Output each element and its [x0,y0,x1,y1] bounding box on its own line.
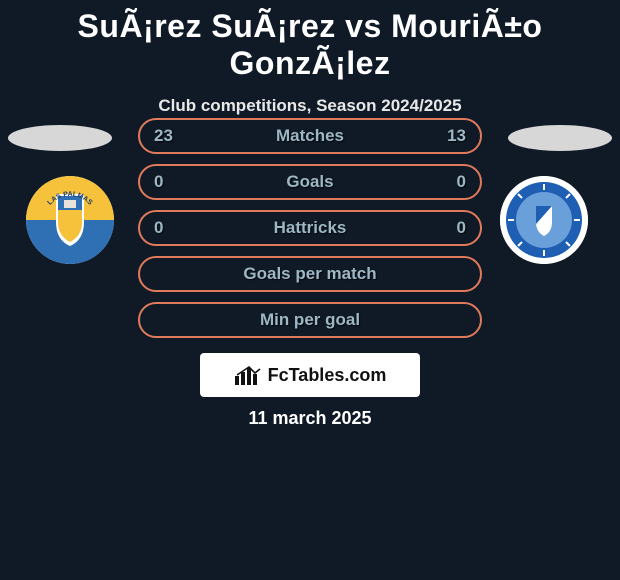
team-left-crest-icon: LAS PALMAS [26,176,114,264]
brand-box: FcTables.com [200,353,420,397]
date-text: 11 march 2025 [0,408,620,429]
team-right-crest [500,176,588,264]
stats-container: Matches 23 13 Goals 0 0 Hattricks 0 0 Goals per m… [138,118,482,348]
stat-label: Hattricks [274,218,347,238]
stat-row: Matches 23 13 [138,118,482,154]
stat-value-right: 13 [447,126,466,146]
stat-row: Goals 0 0 [138,164,482,200]
stat-label: Min per goal [260,310,360,330]
stat-row: Goals per match [138,256,482,292]
page-subtitle: Club competitions, Season 2024/2025 [0,96,620,116]
left-ellipse [8,125,112,151]
right-ellipse [508,125,612,151]
team-left-crest: LAS PALMAS [26,176,114,264]
stat-label: Goals per match [243,264,376,284]
stat-value-left: 23 [154,126,173,146]
stat-label: Goals [286,172,333,192]
stat-value-right: 0 [457,172,466,192]
stat-row: Min per goal [138,302,482,338]
stat-label: Matches [276,126,344,146]
stat-value-left: 0 [154,172,163,192]
team-right-crest-icon [500,176,588,264]
stat-value-right: 0 [457,218,466,238]
brand-text: FcTables.com [268,365,387,386]
page-title: SuÃ¡rez SuÃ¡rez vs MouriÃ±o GonzÃ¡lez [0,0,620,82]
stat-row: Hattricks 0 0 [138,210,482,246]
brand-chart-icon [234,364,262,386]
stat-value-left: 0 [154,218,163,238]
